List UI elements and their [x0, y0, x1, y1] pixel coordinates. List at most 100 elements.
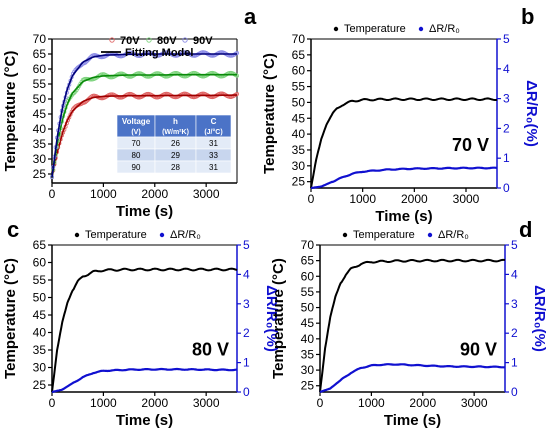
- table-cell-text: 29: [171, 151, 180, 160]
- y2-tick-label: 2: [243, 326, 250, 340]
- y2-tick-label: 2: [503, 121, 510, 135]
- x-tick-label: 0: [49, 187, 56, 201]
- legend-label: ΔR/R₀: [170, 229, 201, 241]
- fit-line: [51, 94, 237, 178]
- x-tick-label: 1000: [358, 396, 385, 410]
- series-line: [51, 367, 238, 394]
- table-cell-text: 33: [209, 151, 218, 160]
- x-tick-label: 2000: [141, 396, 168, 410]
- series-Temperature: [310, 97, 498, 189]
- x-tick-label: 2000: [409, 396, 436, 410]
- panel-label: d: [519, 217, 532, 242]
- y-tick-label: 55: [33, 77, 47, 91]
- y-tick-label: 30: [33, 361, 47, 375]
- x-tick-label: 3000: [453, 192, 480, 206]
- fit-line: [51, 53, 237, 178]
- y-tick-label: 25: [33, 378, 47, 392]
- parameter-table: Voltage (V) h (W/m²K) C (J/°C) 70 26 31 80 29 33 90 2…: [116, 114, 232, 174]
- y-tick-label: 35: [292, 143, 306, 157]
- table-cell-text: 31: [209, 139, 218, 148]
- table-header-text: C: [211, 117, 217, 126]
- y-tick-label: 25: [292, 175, 306, 189]
- y-tick-label: 55: [33, 273, 47, 287]
- y2-tick-label: 0: [511, 385, 518, 399]
- legend: Temperature ΔR/R₀: [342, 229, 469, 241]
- y-tick-label: 60: [33, 256, 47, 270]
- y-tick-label: 65: [33, 47, 47, 61]
- x-tick-label: 0: [49, 396, 56, 410]
- y-tick-label: 65: [292, 48, 306, 62]
- y-tick-label: 70: [292, 32, 306, 46]
- series-ΔR/R₀: [310, 166, 498, 190]
- legend-marker: [109, 37, 115, 43]
- y-tick-label: 40: [292, 127, 306, 141]
- series-90V: [50, 50, 239, 180]
- y2-tick-label: 0: [503, 181, 510, 195]
- y2-axis-title: ΔR/R₀(%): [523, 80, 540, 147]
- legend-label: ΔR/R₀: [429, 23, 460, 35]
- x-tick-label: 3000: [461, 396, 488, 410]
- y2-tick-label: 5: [511, 238, 518, 252]
- y-tick-label: 45: [292, 111, 306, 125]
- table-cell-text: 26: [171, 139, 180, 148]
- table-cell-text: 31: [209, 163, 218, 172]
- y-tick-label: 45: [33, 107, 47, 121]
- table-cell-text: 28: [171, 163, 180, 172]
- y-tick-label: 40: [33, 122, 47, 136]
- y-tick-label: 55: [301, 285, 315, 299]
- legend-marker-resistance: [418, 26, 424, 32]
- panel-d: d0 1000 2000 300025303540455055606570012345…: [270, 217, 548, 429]
- y-tick-label: 40: [33, 326, 47, 340]
- series-Temperature: [319, 258, 506, 393]
- y2-tick-label: 4: [511, 267, 518, 281]
- panel-b: b0 1000 2000 300025303540455055606570012345…: [261, 4, 540, 225]
- y2-tick-label: 5: [503, 32, 510, 46]
- legend-marker-temperature: [342, 232, 348, 238]
- x-tick-label: 3000: [193, 396, 220, 410]
- x-tick-label: 1000: [349, 192, 376, 206]
- series-line: [319, 258, 506, 393]
- y-tick-label: 65: [301, 254, 315, 268]
- legend-label: 90V: [193, 35, 213, 47]
- table-header-unit: (J/°C): [204, 128, 222, 136]
- table-header-text: h: [173, 117, 178, 126]
- x-tick-label: 1000: [90, 396, 117, 410]
- y-tick-label: 60: [33, 62, 47, 76]
- x-tick-label: 2000: [401, 192, 428, 206]
- legend-marker-resistance: [427, 232, 433, 238]
- y2-axis-title: ΔR/R₀(%): [531, 285, 548, 352]
- voltage-annotation: 70 V: [452, 135, 489, 155]
- y-tick-label: 65: [33, 238, 47, 252]
- y-tick-label: 50: [301, 301, 315, 315]
- series-Temperature: [51, 267, 238, 393]
- legend-label: Temperature: [353, 229, 415, 241]
- series-ΔR/R₀: [51, 367, 238, 394]
- y2-tick-label: 1: [243, 356, 250, 370]
- y2-tick-label: 2: [511, 326, 518, 340]
- y2-tick-label: 4: [243, 267, 250, 281]
- y-tick-label: 50: [33, 291, 47, 305]
- y2-tick-label: 1: [503, 151, 510, 165]
- y-tick-label: 40: [301, 332, 315, 346]
- table-cell-text: 70: [132, 139, 141, 148]
- y-tick-label: 30: [292, 159, 306, 173]
- legend-label: Temperature: [85, 229, 147, 241]
- voltage-annotation: 90 V: [460, 339, 497, 359]
- y-tick-label: 25: [33, 167, 47, 181]
- y-tick-label: 50: [292, 95, 306, 109]
- y-axis-title: Temperature (°C): [2, 51, 19, 172]
- y2-tick-label: 4: [503, 62, 510, 76]
- series-line: [51, 267, 238, 393]
- y-tick-label: 60: [301, 269, 315, 283]
- y-tick-label: 70: [33, 32, 47, 46]
- y2-tick-label: 0: [243, 385, 250, 399]
- series-ΔR/R₀: [319, 363, 506, 394]
- y-tick-label: 35: [33, 343, 47, 357]
- y-tick-label: 50: [33, 92, 47, 106]
- y-axis-title: Temperature (°C): [261, 53, 278, 174]
- y2-tick-label: 3: [503, 92, 510, 106]
- voltage-annotation: 80 V: [192, 339, 229, 359]
- legend-marker: [146, 37, 152, 43]
